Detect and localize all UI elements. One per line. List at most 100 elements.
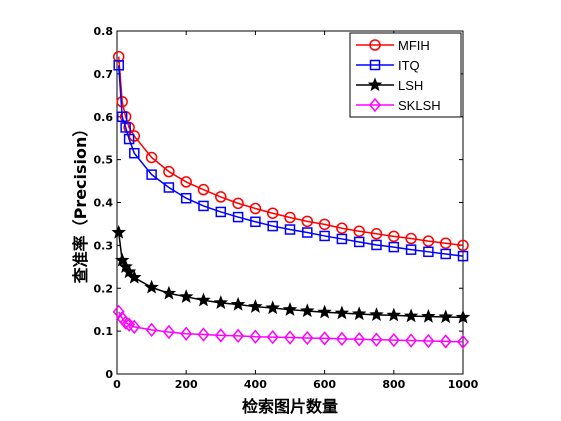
legend-marker-lsh (367, 77, 383, 92)
y-tick-label: 0.3 (94, 239, 114, 252)
x-tick-label: 600 (313, 378, 336, 391)
data-point-mfih (457, 239, 469, 252)
data-point-sklsh (301, 330, 314, 346)
legend-entry-mfih: MFIH (356, 38, 430, 53)
data-point-lsh (300, 303, 315, 318)
data-point-lsh (455, 309, 471, 324)
y-axis-label: 查准率（Precision） (71, 121, 90, 284)
data-point-sklsh (197, 327, 210, 342)
data-point-lsh (121, 264, 137, 279)
data-point-sklsh (457, 334, 469, 350)
legend-box (349, 32, 462, 118)
data-point-itq (267, 220, 278, 232)
y-tick-label: 0.7 (94, 68, 114, 81)
data-point-lsh (213, 295, 229, 309)
y-tick-label: 0.1 (94, 325, 114, 338)
y-tick-label: 0.5 (94, 154, 114, 167)
series-line-itq (117, 65, 464, 257)
data-point-itq (371, 239, 382, 251)
data-point-lsh (144, 279, 159, 294)
data-point-itq (302, 227, 313, 238)
legend-label-mfih: MFIH (398, 38, 430, 53)
legend-marker-sklsh (369, 97, 381, 113)
data-point-itq (113, 60, 124, 71)
data-point-lsh (127, 269, 142, 284)
data-point-sklsh (162, 324, 175, 340)
data-point-sklsh (266, 329, 279, 345)
legend-entry-itq: ITQ (356, 58, 420, 73)
data-point-lsh (265, 300, 280, 315)
data-point-itq (116, 111, 128, 122)
data-point-mfih (370, 228, 383, 240)
data-point-itq (120, 122, 131, 133)
legend-label-lsh: LSH (398, 78, 423, 93)
legend: MFIH ITQ LSH SKLSH (349, 32, 462, 118)
data-point-mfih (439, 237, 452, 249)
y-tick-label: 0.4 (94, 197, 114, 210)
data-point-lsh (114, 252, 130, 267)
y-tick-label: 0 (105, 368, 113, 381)
legend-marker-itq (369, 59, 381, 71)
data-point-sklsh (145, 322, 158, 338)
y-tick-label: 0.8 (94, 25, 114, 38)
data-point-mfih (145, 151, 158, 164)
data-point-itq (163, 182, 175, 193)
data-point-mfih (388, 230, 400, 243)
data-point-sklsh (405, 333, 418, 348)
data-point-mfih (180, 176, 192, 188)
data-point-mfih (318, 218, 331, 231)
data-point-lsh (111, 224, 126, 239)
data-point-lsh (178, 289, 194, 303)
data-point-mfih (215, 191, 227, 203)
y-tick-label: 0.6 (94, 111, 114, 124)
data-point-lsh (438, 309, 453, 324)
data-point-sklsh (112, 304, 125, 320)
legend-label-itq: ITQ (398, 58, 420, 73)
legend-entry-lsh: LSH (356, 77, 423, 93)
x-tick-label: 200 (175, 378, 198, 391)
axes: 0 200 400 600 800 1000 0 0.1 0.2 0.3 0.4 0.5 0.6 0.7 0… (94, 25, 479, 391)
legend-label-sklsh: SKLSH (398, 98, 441, 113)
data-point-sklsh (318, 331, 331, 346)
data-point-sklsh (214, 328, 227, 343)
data-point-mfih (112, 50, 125, 63)
data-point-mfih (266, 207, 279, 219)
data-point-sklsh (335, 331, 348, 347)
data-point-mfih (163, 165, 175, 178)
data-point-itq (457, 250, 469, 262)
series-lsh (111, 224, 471, 324)
x-tick-label: 800 (382, 378, 405, 391)
data-point-lsh (369, 307, 384, 321)
data-point-mfih (232, 197, 244, 210)
data-point-itq (423, 246, 434, 258)
data-point-sklsh (353, 332, 366, 347)
y-tick-label: 0.2 (94, 282, 114, 295)
data-point-itq (198, 200, 209, 212)
data-point-sklsh (128, 319, 141, 335)
data-point-itq (180, 192, 192, 204)
data-point-itq (123, 133, 135, 145)
data-point-itq (440, 248, 451, 260)
x-tick-label: 1000 (448, 378, 479, 391)
data-point-itq (129, 147, 140, 159)
data-point-lsh (282, 302, 298, 316)
data-point-sklsh (422, 333, 435, 349)
data-point-itq (284, 224, 296, 235)
data-point-sklsh (439, 334, 452, 349)
data-point-lsh (317, 304, 332, 319)
data-point-mfih (284, 211, 296, 224)
data-point-mfih (249, 202, 262, 215)
data-point-sklsh (284, 330, 296, 345)
x-axis-label: 检索图片数量 (242, 397, 338, 416)
data-point-mfih (301, 215, 314, 228)
data-point-lsh (351, 306, 367, 321)
data-point-itq (215, 206, 227, 218)
data-point-mfih (405, 232, 417, 245)
legend-marker-mfih (369, 39, 381, 51)
data-point-lsh (421, 308, 436, 323)
data-point-itq (353, 236, 365, 248)
data-point-itq (232, 211, 244, 223)
x-tick-label: 0 (113, 378, 121, 391)
